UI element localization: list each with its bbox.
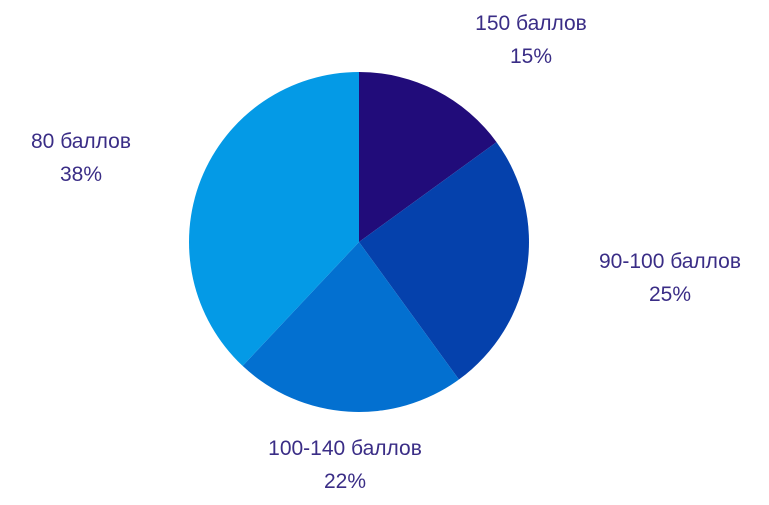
pie-slice (189, 72, 359, 366)
slice-category-label: 100-140 баллов (268, 437, 422, 460)
pie-labels: 150 баллов 15% 90-100 баллов 25% 100-140 бал… (31, 12, 741, 493)
pie-slice (242, 242, 459, 412)
pie-slices (189, 72, 529, 412)
slice-percent-label: 15% (510, 45, 552, 68)
pie-slice (359, 142, 529, 380)
slice-percent-label: 25% (649, 283, 691, 306)
slice-category-label: 80 баллов (31, 130, 131, 153)
slice-percent-label: 38% (60, 163, 102, 186)
pie-slice (359, 72, 497, 242)
slice-category-label: 150 баллов (475, 12, 587, 35)
slice-category-label: 90-100 баллов (599, 250, 741, 273)
slice-percent-label: 22% (324, 470, 366, 493)
